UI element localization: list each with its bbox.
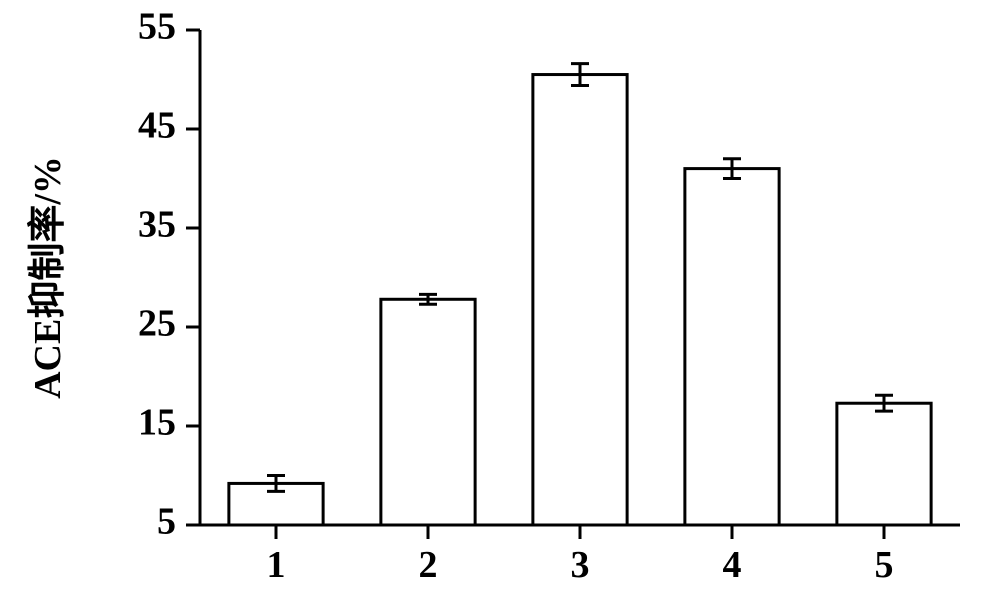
y-tick-label: 35 xyxy=(138,204,176,246)
y-tick-label: 25 xyxy=(138,303,176,345)
y-tick-label: 55 xyxy=(138,6,176,48)
y-axis-label: ACE抑制率/% xyxy=(27,156,69,399)
y-tick-label: 15 xyxy=(138,402,176,444)
bar-4 xyxy=(685,169,779,525)
x-tick-label: 4 xyxy=(723,544,742,586)
y-tick-label: 45 xyxy=(138,105,176,147)
chart-container: 5152535455512345ACE抑制率/% xyxy=(0,0,1000,613)
bar-5 xyxy=(837,403,931,525)
bar-3 xyxy=(533,75,627,525)
x-tick-label: 2 xyxy=(419,544,438,586)
x-tick-label: 3 xyxy=(571,544,590,586)
y-tick-label: 5 xyxy=(157,501,176,543)
bar-2 xyxy=(381,299,475,525)
x-tick-label: 1 xyxy=(267,544,286,586)
x-tick-label: 5 xyxy=(875,544,894,586)
bar-chart: 5152535455512345ACE抑制率/% xyxy=(0,0,1000,613)
